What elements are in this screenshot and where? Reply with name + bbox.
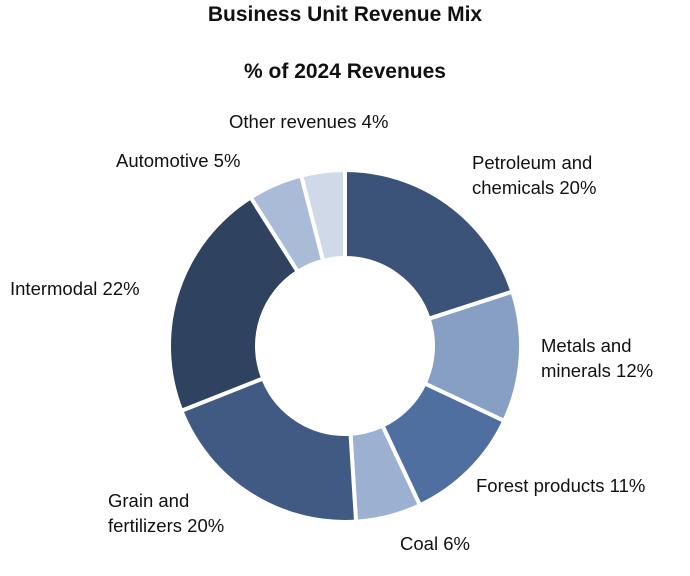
slice-label-grain-and-fertilizers: Grain and fertilizers 20% [108,490,224,536]
slice-label-coal: Coal 6% [400,533,470,554]
slice-label-line: Grain and [108,490,189,511]
chart-subtitle: % of 2024 Revenues [244,60,446,83]
slice-labels: Petroleum and chemicals 20% Metals and mine… [10,111,653,554]
slice-label-line: Other revenues 4% [229,111,388,132]
slice-label-line: Petroleum and [472,152,592,173]
slice-label-line: chemicals 20% [472,177,596,198]
slice-label-metals-and-minerals: Metals and minerals 12% [541,335,653,381]
slice-label-line: Metals and [541,335,632,356]
donut-slices [167,167,523,524]
donut-slice-grain-and-fertilizers [178,375,359,524]
donut-slice-intermodal [167,194,301,414]
slice-label-forest-products: Forest products 11% [476,475,645,496]
slice-label-line: Intermodal 22% [10,278,140,299]
slice-label-line: fertilizers 20% [108,515,224,536]
slice-label-line: minerals 12% [541,360,653,381]
slice-label-line: Automotive 5% [116,150,240,171]
slice-label-automotive: Automotive 5% [116,150,240,171]
slice-label-line: Forest products 11% [476,475,645,496]
donut-slice-petroleum-and-chemicals [343,167,515,322]
slice-label-petroleum-and-chemicals: Petroleum and chemicals 20% [472,152,596,198]
slice-label-intermodal: Intermodal 22% [10,278,140,299]
chart-title: Business Unit Revenue Mix [207,3,483,26]
donut-slice-other-revenues [298,167,347,264]
slice-label-other-revenues: Other revenues 4% [229,111,388,132]
slice-label-line: Coal 6% [400,533,470,554]
